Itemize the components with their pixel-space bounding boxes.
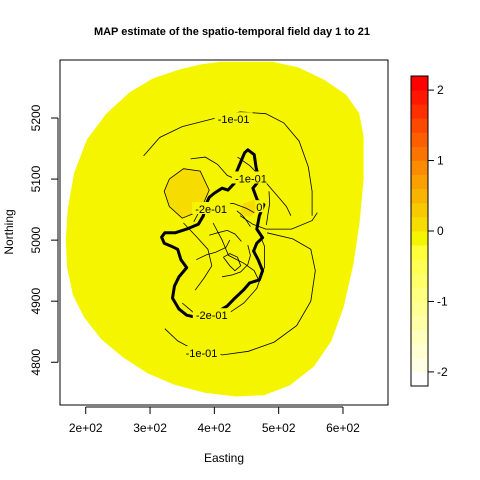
contour-line-3	[237, 156, 292, 216]
colorbar-bin-12	[411, 202, 428, 218]
contour-line-10	[209, 229, 242, 242]
x-axis: 2e+02 3e+02 4e+02 5e+02 6e+02	[69, 406, 360, 435]
colorbar-tick-label-3: 1	[437, 154, 444, 168]
colorbar-bin-2	[411, 343, 428, 359]
colorbar-bin-10	[411, 231, 428, 246]
contour-label-3: -1e-01	[235, 173, 267, 185]
contour-label-1: -1e-01	[186, 348, 218, 360]
contour-line-9	[212, 222, 260, 282]
contour-line-14	[236, 210, 251, 227]
x-tick-label-3: 5e+02	[262, 421, 296, 435]
contour-label-bg-5	[192, 201, 231, 214]
colorbar-bin-11	[411, 216, 428, 232]
contour-line-12	[222, 244, 251, 278]
contour-line-8	[183, 222, 213, 291]
colorbar-bin-18	[411, 118, 428, 133]
colorbar-bin-1	[411, 357, 428, 373]
chart-title: MAP estimate of the spatio-temporal fiel…	[94, 26, 370, 38]
contour-line-13	[196, 239, 231, 261]
contour-line-11	[223, 253, 242, 272]
colorbar-bin-5	[411, 301, 428, 316]
map-layer: -1e-01 -1e-01 -2e-01 -1e-01 0 -2e-01	[65, 61, 364, 397]
colorbar-bin-8	[411, 259, 428, 274]
plot-frame	[59, 59, 389, 406]
colorbar-bin-19	[411, 104, 428, 119]
colorbar-bin-17	[411, 132, 428, 147]
colorbar-bin-15	[411, 160, 428, 176]
y-axis-label: Northing	[2, 209, 16, 254]
colorbar-tick-label-4: 2	[437, 83, 444, 97]
contour-label-bg-1	[182, 346, 221, 359]
y-tick-label-4: 5200	[29, 104, 43, 131]
colorbar-bin-4	[411, 315, 428, 331]
y-tick-label-0: 4800	[29, 349, 43, 376]
x-tick-label-1: 3e+02	[133, 421, 167, 435]
colorbar-bin-0	[411, 371, 428, 387]
contour-label-5: -2e-01	[195, 204, 227, 216]
y-axis: 4800 4900 5000 5100 5200	[29, 104, 59, 376]
colorbar-bin-6	[411, 287, 428, 302]
colorbar-bin-16	[411, 146, 428, 161]
region-boundary	[160, 148, 266, 320]
colorbar-tick-label-0: -2	[437, 365, 448, 379]
contour-line-6	[239, 212, 318, 230]
colorbar-tick-label-1: -1	[437, 294, 448, 308]
x-tick-label-2: 4e+02	[198, 421, 232, 435]
colorbar-tick-label-2: 0	[437, 224, 444, 238]
contour-label-bg-3	[232, 171, 271, 184]
contour-label-0: -1e-01	[218, 114, 250, 126]
contour-line-4	[266, 191, 271, 225]
contour-label-4: 0	[256, 202, 262, 214]
field-region	[65, 61, 364, 397]
colorbar-bin-14	[411, 174, 428, 190]
contour-label-bg-4	[255, 200, 264, 213]
y-tick-label-2: 5000	[29, 226, 43, 253]
x-tick-label-4: 6e+02	[326, 421, 360, 435]
colorbar-bin-20	[411, 90, 428, 105]
colorbar-bin-3	[411, 329, 428, 345]
colorbar-bin-7	[411, 273, 428, 288]
colorbar-bin-9	[411, 245, 428, 260]
x-tick-label-0: 2e+02	[69, 421, 103, 435]
colorbar-bin-21	[411, 76, 428, 91]
x-axis-label: Easting	[204, 451, 244, 465]
contour-label-2: -2e-01	[196, 310, 228, 322]
contour-line-0	[143, 111, 313, 216]
contour-label-bg-0	[214, 112, 253, 125]
y-tick-label-3: 5100	[29, 165, 43, 192]
contour-label-bg-2	[192, 308, 231, 321]
colorbar-bin-13	[411, 188, 428, 204]
y-tick-label-1: 4900	[29, 288, 43, 315]
colorbar: -2 -1 0 1 2	[410, 75, 448, 387]
